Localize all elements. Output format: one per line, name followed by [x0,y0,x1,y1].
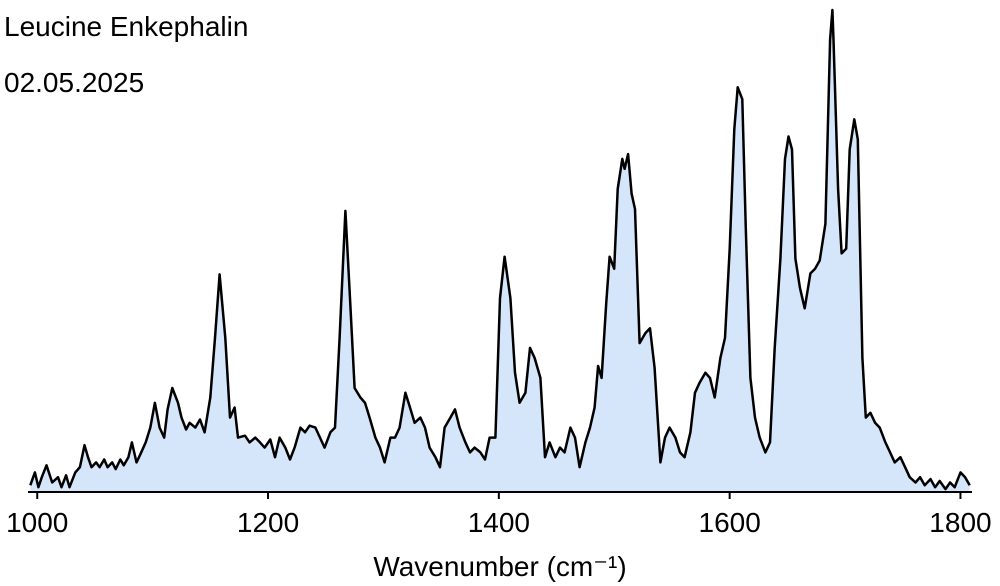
x-tick-label: 1200 [237,507,299,538]
x-tick-label: 1000 [6,507,68,538]
x-axis-label: Wavenumber (cm⁻¹) [373,551,626,582]
chart-subtitle: 02.05.2025 [4,67,144,98]
chart-title: Leucine Enkephalin [4,11,248,42]
x-tick-label: 1400 [468,507,530,538]
spectrum-line [29,8,971,491]
x-tick-label: 1600 [699,507,761,538]
x-tick-label: 1800 [929,507,991,538]
